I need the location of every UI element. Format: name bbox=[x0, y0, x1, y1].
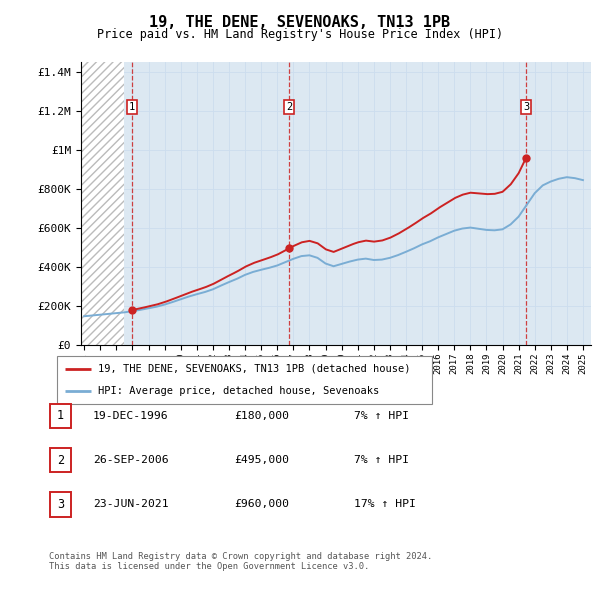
Text: 1: 1 bbox=[129, 102, 135, 112]
Text: £180,000: £180,000 bbox=[234, 411, 289, 421]
FancyBboxPatch shape bbox=[50, 404, 71, 428]
Text: 3: 3 bbox=[523, 102, 529, 112]
Text: 26-SEP-2006: 26-SEP-2006 bbox=[93, 455, 169, 465]
Text: Contains HM Land Registry data © Crown copyright and database right 2024.
This d: Contains HM Land Registry data © Crown c… bbox=[49, 552, 433, 571]
Text: 3: 3 bbox=[57, 498, 64, 511]
Text: 19, THE DENE, SEVENOAKS, TN13 1PB: 19, THE DENE, SEVENOAKS, TN13 1PB bbox=[149, 15, 451, 30]
FancyBboxPatch shape bbox=[57, 356, 432, 404]
Text: HPI: Average price, detached house, Sevenoaks: HPI: Average price, detached house, Seve… bbox=[98, 386, 380, 396]
Text: 17% ↑ HPI: 17% ↑ HPI bbox=[354, 500, 416, 509]
Text: 19-DEC-1996: 19-DEC-1996 bbox=[93, 411, 169, 421]
Text: 2: 2 bbox=[57, 454, 64, 467]
Text: £960,000: £960,000 bbox=[234, 500, 289, 509]
Text: 23-JUN-2021: 23-JUN-2021 bbox=[93, 500, 169, 509]
Text: £495,000: £495,000 bbox=[234, 455, 289, 465]
Text: 7% ↑ HPI: 7% ↑ HPI bbox=[354, 411, 409, 421]
Text: 19, THE DENE, SEVENOAKS, TN13 1PB (detached house): 19, THE DENE, SEVENOAKS, TN13 1PB (detac… bbox=[98, 364, 411, 374]
FancyBboxPatch shape bbox=[50, 492, 71, 517]
Text: 1: 1 bbox=[57, 409, 64, 422]
Text: 2: 2 bbox=[286, 102, 292, 112]
Text: 7% ↑ HPI: 7% ↑ HPI bbox=[354, 455, 409, 465]
FancyBboxPatch shape bbox=[50, 448, 71, 473]
Text: Price paid vs. HM Land Registry's House Price Index (HPI): Price paid vs. HM Land Registry's House … bbox=[97, 28, 503, 41]
